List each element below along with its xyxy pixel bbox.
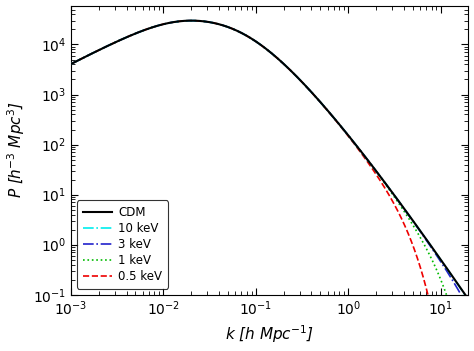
- 10 keV: [462, 293, 468, 297]
- CDM: [113, 40, 119, 44]
- 1 keV: [85, 53, 91, 58]
- 0.5 keV: [189, 19, 194, 23]
- 0.5 keV: [425, 292, 431, 297]
- CDM: [458, 286, 464, 290]
- Legend: CDM, 10 keV, 3 keV, 1 keV, 0.5 keV: CDM, 10 keV, 3 keV, 1 keV, 0.5 keV: [77, 200, 168, 289]
- Line: 10 keV: 10 keV: [71, 21, 465, 295]
- 10 keV: [171, 20, 177, 24]
- CDM: [68, 62, 73, 66]
- 3 keV: [93, 49, 99, 53]
- 3 keV: [189, 19, 194, 23]
- 3 keV: [122, 36, 128, 40]
- 1 keV: [189, 19, 194, 23]
- 10 keV: [68, 62, 73, 66]
- 0.5 keV: [370, 168, 376, 172]
- CDM: [415, 225, 421, 230]
- 1 keV: [252, 38, 257, 42]
- 1 keV: [396, 201, 401, 205]
- Line: 0.5 keV: 0.5 keV: [71, 21, 428, 294]
- 3 keV: [139, 29, 145, 33]
- 0.5 keV: [310, 92, 316, 96]
- 10 keV: [189, 19, 194, 23]
- 1 keV: [444, 293, 449, 297]
- 1 keV: [327, 111, 333, 115]
- 0.5 keV: [136, 30, 142, 34]
- Line: CDM: CDM: [71, 21, 468, 299]
- X-axis label: k [h Mpc$^{-1}$]: k [h Mpc$^{-1}$]: [225, 324, 314, 345]
- 0.5 keV: [273, 55, 279, 59]
- CDM: [220, 24, 226, 28]
- 10 keV: [130, 32, 136, 37]
- 10 keV: [75, 59, 81, 63]
- CDM: [189, 19, 194, 23]
- 3 keV: [78, 57, 83, 61]
- 0.5 keV: [68, 62, 73, 66]
- 3 keV: [458, 293, 464, 297]
- 10 keV: [364, 156, 369, 160]
- 1 keV: [68, 62, 73, 66]
- 3 keV: [450, 279, 456, 283]
- CDM: [238, 31, 244, 35]
- 3 keV: [332, 117, 338, 121]
- 1 keV: [436, 272, 441, 277]
- Y-axis label: P [h$^{-3}$ Mpc$^3$]: P [h$^{-3}$ Mpc$^3$]: [6, 102, 27, 198]
- 1 keV: [191, 19, 197, 23]
- CDM: [465, 297, 471, 302]
- 0.5 keV: [208, 20, 214, 25]
- 10 keV: [304, 85, 310, 89]
- 3 keV: [68, 62, 73, 66]
- 10 keV: [88, 52, 94, 56]
- Line: 3 keV: 3 keV: [71, 21, 461, 295]
- Line: 1 keV: 1 keV: [71, 21, 447, 295]
- CDM: [137, 30, 143, 34]
- 0.5 keV: [233, 28, 238, 32]
